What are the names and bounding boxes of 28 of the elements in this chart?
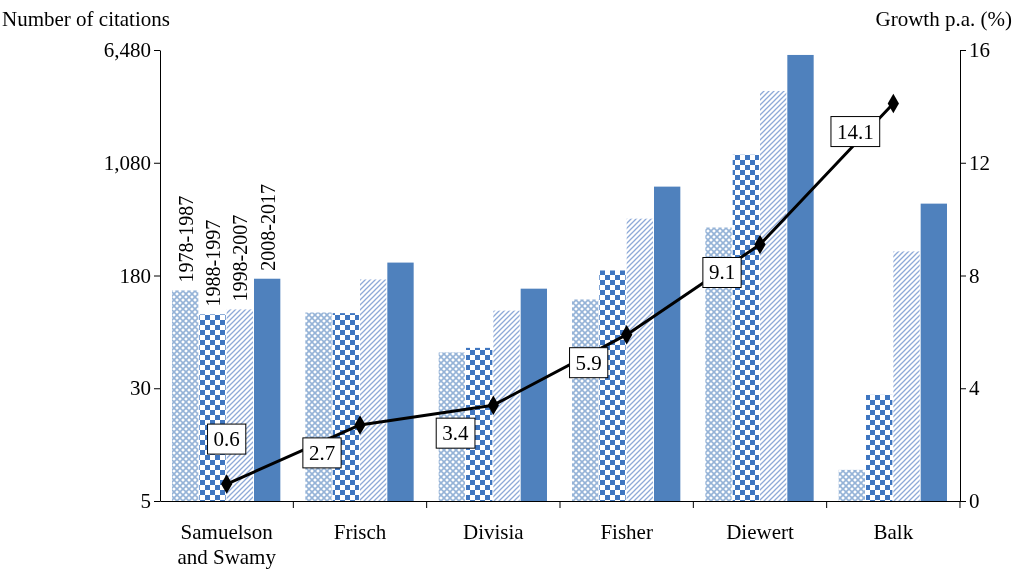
- data-label: 2.7: [308, 440, 336, 465]
- text: 1998-2007: [229, 214, 252, 302]
- x-tick-label: Divisia: [463, 520, 525, 544]
- x-tick-label: Frisch: [333, 520, 387, 544]
- x-tick-label: Balk: [873, 520, 914, 544]
- x-tick-label: Diewert: [726, 520, 794, 544]
- text: 1978-1987: [174, 195, 197, 283]
- data-label: 14.1: [836, 119, 874, 144]
- y2-axis-title: Growth p.a. (%): [875, 7, 1012, 31]
- data-label: 0.6: [213, 427, 240, 452]
- y-axis-title: Number of citations: [2, 7, 170, 31]
- y-tick-label: 30: [130, 376, 151, 401]
- data-label: 3.4: [442, 421, 469, 446]
- data-label: 5.9: [575, 350, 602, 375]
- text: 1988-1997: [202, 219, 224, 307]
- y2-tick-label: 0: [969, 489, 980, 514]
- x-tick-label: Fisher: [600, 520, 653, 544]
- y-tick-label: 6,480: [103, 38, 151, 63]
- y-tick-label: 180: [119, 263, 151, 288]
- y-tick-label: 5: [140, 489, 151, 514]
- y-tick-label: 1,080: [103, 150, 151, 175]
- text: 2008-2017: [256, 184, 279, 271]
- y2-tick-label: 12: [969, 150, 990, 175]
- y2-tick-label: 16: [969, 38, 990, 63]
- data-label: 9.1: [708, 260, 736, 285]
- x-tick-label: Samuelson and Swamy: [177, 520, 277, 570]
- y2-tick-label: 4: [969, 376, 980, 401]
- y2-tick-label: 8: [969, 263, 980, 288]
